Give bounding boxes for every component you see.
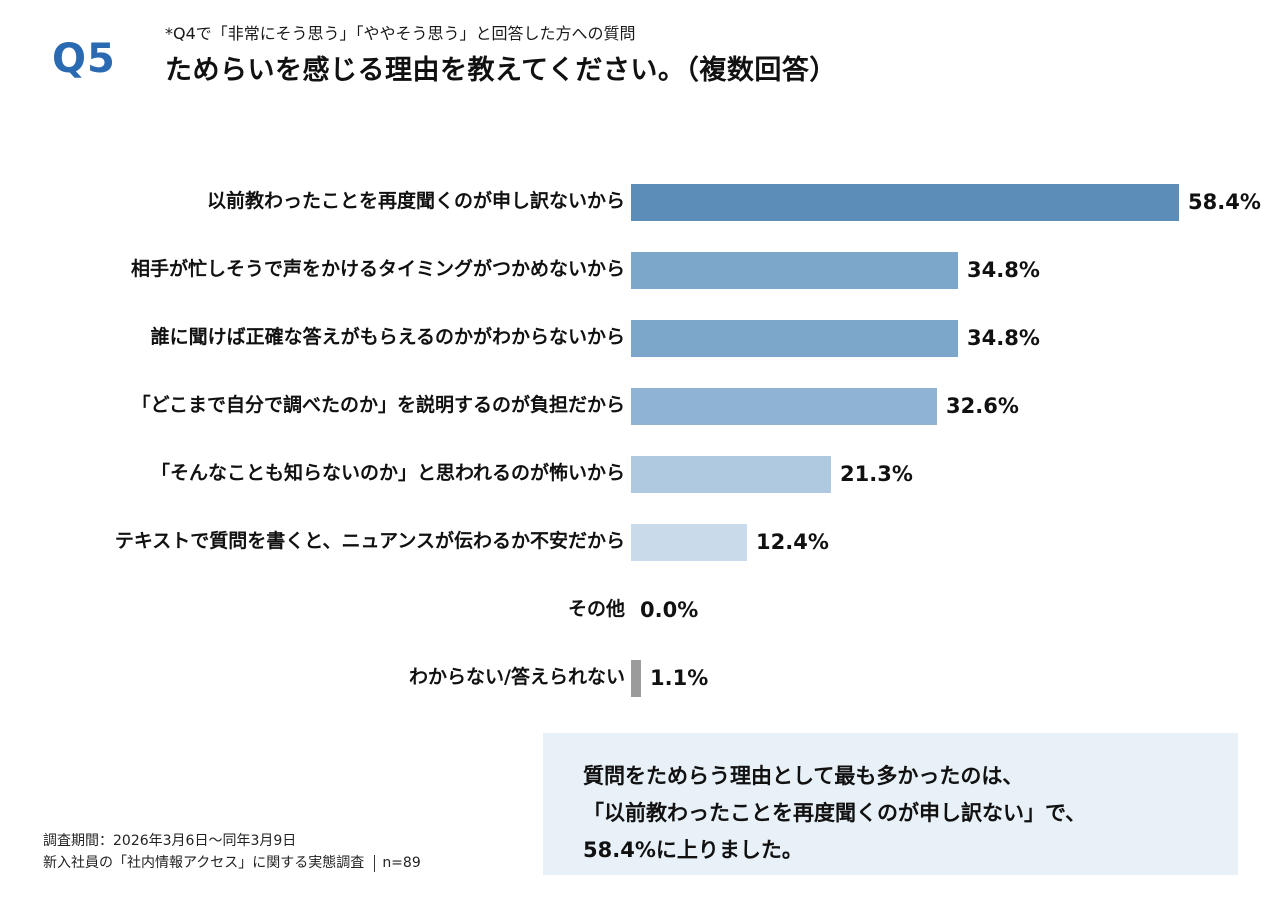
question-number: Q5 [52,36,116,82]
value-label: 12.4% [756,530,829,554]
callout-line-2: 「以前教わったことを再度聞くのが申し訳ない」で、 [583,800,1087,825]
chart-row: その他 0.0% [0,576,1280,644]
bar-area: 0.0% [631,598,698,622]
value-label: 21.3% [840,462,913,486]
horizontal-bar-chart: 以前教わったことを再度聞くのが申し訳ないから 58.4% 相手が忙しそうで声をかける… [0,168,1280,712]
category-label: 以前教わったことを再度聞くのが申し訳ないから [206,190,625,213]
value-bar [631,387,937,425]
value-bar [631,183,1179,221]
value-label: 1.1% [650,666,709,690]
value-bar [631,523,747,561]
chart-row: わからない/答えられない 1.1% [0,644,1280,712]
survey-name: 新入社員の「社内情報アクセス」に関する実態調査 [43,854,365,871]
sample-size: n=89 [382,854,421,871]
category-label: 相手が忙しそうで声をかけるタイミングがつかめないから [130,258,625,281]
value-bar [631,319,958,357]
category-label: 「そんなことも知らないのか」と思われるのが怖いから [150,462,625,485]
callout-line-3: 58.4%に上りました。 [583,837,803,862]
value-bar [631,251,958,289]
callout-line-1: 質問をためらう理由として最も多かったのは、 [583,764,1024,788]
question-title: ためらいを感じる理由を教えてください。（複数回答） [165,55,837,86]
chart-row: 相手が忙しそうで声をかけるタイミングがつかめないから 34.8% [0,236,1280,304]
category-label: その他 [567,598,625,621]
category-label: 「どこまで自分で調べたのか」を説明するのが負担だから [131,394,625,417]
value-bar [631,455,831,493]
survey-period: 調査期間：2026年3月6日～同年3月9日 [43,833,297,849]
value-label: 34.8% [967,326,1040,350]
category-label: 誰に聞けば正確な答えがもらえるのかがわからないから [150,326,625,349]
category-label: テキストで質問を書くと、ニュアンスが伝わるか不安だから [114,530,625,553]
value-label: 34.8% [967,258,1040,282]
bar-area: 58.4% [631,183,1261,221]
bar-area: 32.6% [631,387,1019,425]
category-label: わからない/答えられない [409,666,625,689]
chart-row: 「そんなことも知らないのか」と思われるのが怖いから 21.3% [0,440,1280,508]
chart-row: 以前教わったことを再度聞くのが申し訳ないから 58.4% [0,168,1280,236]
bar-area: 12.4% [631,523,829,561]
chart-row: テキストで質問を書くと、ニュアンスが伝わるか不安だから 12.4% [0,508,1280,576]
question-note: *Q4で「非常にそう思う」「ややそう思う」と回答した方への質問 [165,24,636,43]
bar-area: 34.8% [631,319,1040,357]
bar-area: 21.3% [631,455,913,493]
value-bar [631,659,641,697]
bar-area: 34.8% [631,251,1040,289]
value-label: 32.6% [946,394,1019,418]
chart-row: 誰に聞けば正確な答えがもらえるのかがわからないから 34.8% [0,304,1280,372]
bar-area: 1.1% [631,659,709,697]
value-label: 0.0% [640,598,699,622]
value-label: 58.4% [1188,190,1261,214]
survey-footer: 調査期間：2026年3月6日～同年3月9日 新入社員の「社内情報アクセス」に関す… [43,831,421,874]
footer-divider [374,855,376,873]
chart-row: 「どこまで自分で調べたのか」を説明するのが負担だから 32.6% [0,372,1280,440]
summary-callout: 質問をためらう理由として最も多かったのは、 「以前教わったことを再度聞くのが申し… [543,733,1238,875]
